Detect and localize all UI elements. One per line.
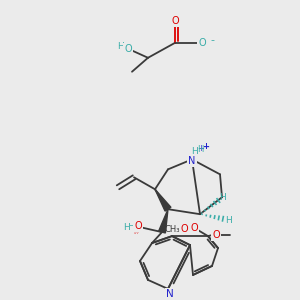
Text: O: O [134, 221, 142, 231]
Text: O: O [124, 44, 132, 54]
Text: ···: ··· [134, 231, 139, 236]
Text: H: H [197, 145, 203, 154]
Text: N: N [188, 156, 196, 167]
Polygon shape [159, 209, 168, 233]
Text: H: H [123, 223, 129, 232]
Text: O: O [171, 16, 179, 26]
Text: O: O [198, 38, 206, 48]
Text: H: H [220, 193, 226, 202]
Text: H: H [127, 222, 134, 231]
Text: ···: ··· [133, 230, 139, 235]
Text: +: + [198, 144, 204, 153]
Text: O: O [212, 230, 220, 240]
Text: N: N [190, 155, 198, 165]
Text: H: H [192, 147, 198, 156]
Text: -: - [210, 35, 214, 45]
Text: O: O [180, 224, 188, 234]
Text: +: + [202, 142, 209, 151]
Text: O: O [134, 222, 142, 232]
Text: CH₃: CH₃ [164, 225, 180, 234]
Text: O: O [190, 223, 198, 233]
Polygon shape [155, 189, 171, 211]
Text: H: H [117, 42, 123, 51]
Text: N: N [166, 289, 174, 299]
Text: H: H [225, 216, 231, 225]
